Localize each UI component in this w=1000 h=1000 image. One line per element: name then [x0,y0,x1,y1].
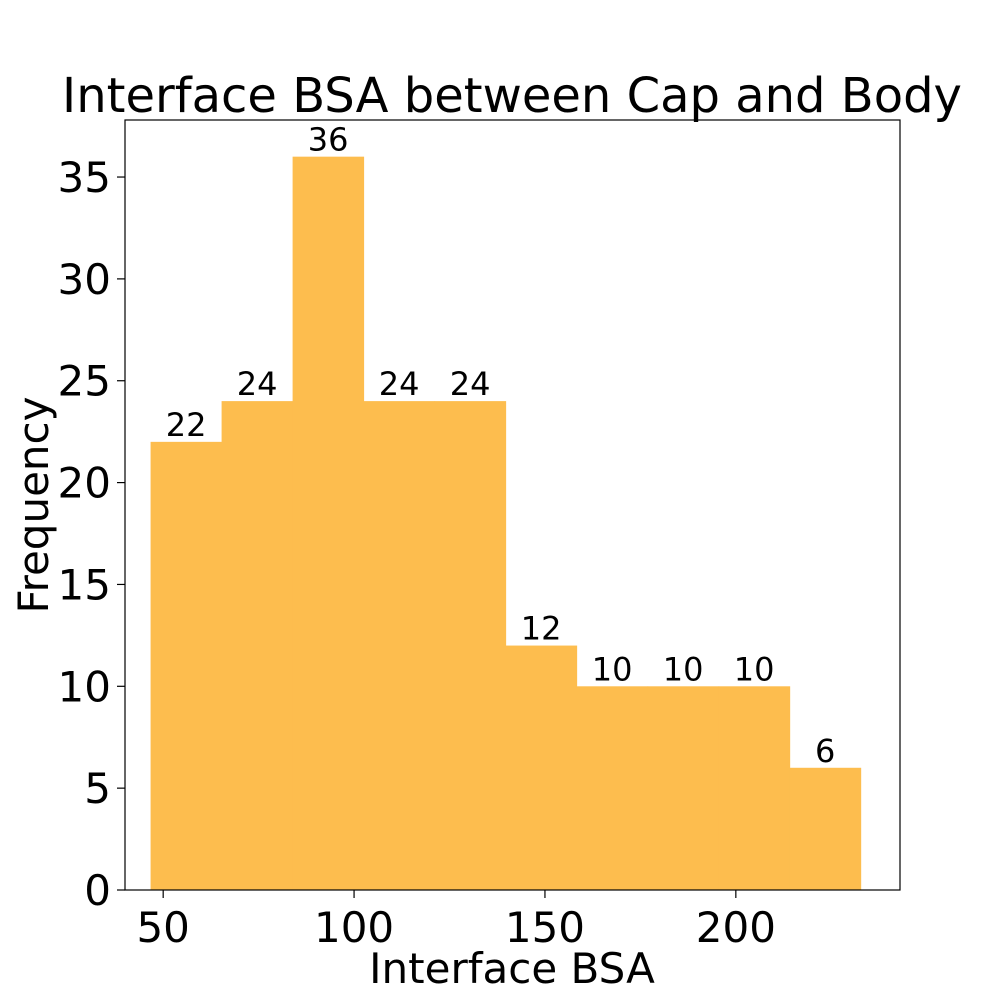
histogram-bar [292,156,365,890]
y-axis-label: Frequency [9,397,58,614]
bar-value-label: 36 [308,121,349,159]
y-tick-label: 35 [58,153,111,202]
histogram-bar [434,401,507,890]
plot-area-frame [124,119,901,891]
y-tick-label: 0 [84,866,111,915]
bar-value-label: 6 [815,732,835,770]
bar-value-label: 12 [521,610,562,648]
histogram-bar [576,686,649,890]
bar-value-label: 24 [379,365,420,403]
histogram-bar [363,401,436,890]
bar-value-label: 10 [663,650,704,688]
x-tick-label: 50 [136,903,189,952]
bar-value-label: 10 [592,650,633,688]
bar-value-label: 22 [166,406,207,444]
x-axis-ticks: 50 100 150 200 [136,890,776,952]
y-tick-label: 5 [84,764,111,813]
x-axis-label: Interface BSA [369,944,655,993]
histogram-bar [718,686,791,890]
histogram-bar [505,645,578,890]
x-tick-label: 100 [314,903,394,952]
histogram-bar [221,401,294,890]
y-axis-ticks: 0 5 10 15 20 25 30 35 [58,153,125,915]
bar-value-label: 10 [734,650,775,688]
x-tick-label: 200 [696,903,776,952]
y-tick-label: 10 [58,662,111,711]
histogram-bar [647,686,720,890]
histogram-bar [789,767,862,890]
bar-value-label: 24 [450,365,491,403]
x-tick-label: 150 [505,903,585,952]
y-tick-label: 25 [58,357,111,406]
bar-value-label: 24 [237,365,278,403]
histogram-bar [150,441,223,890]
bar-labels-group: 22 24 36 24 24 12 10 10 10 6 [166,121,836,770]
chart-title: Interface BSA between Cap and Body [62,68,962,124]
y-tick-label: 15 [58,560,111,609]
y-tick-label: 20 [58,459,111,508]
bars-group [150,156,862,890]
y-tick-label: 30 [58,255,111,304]
